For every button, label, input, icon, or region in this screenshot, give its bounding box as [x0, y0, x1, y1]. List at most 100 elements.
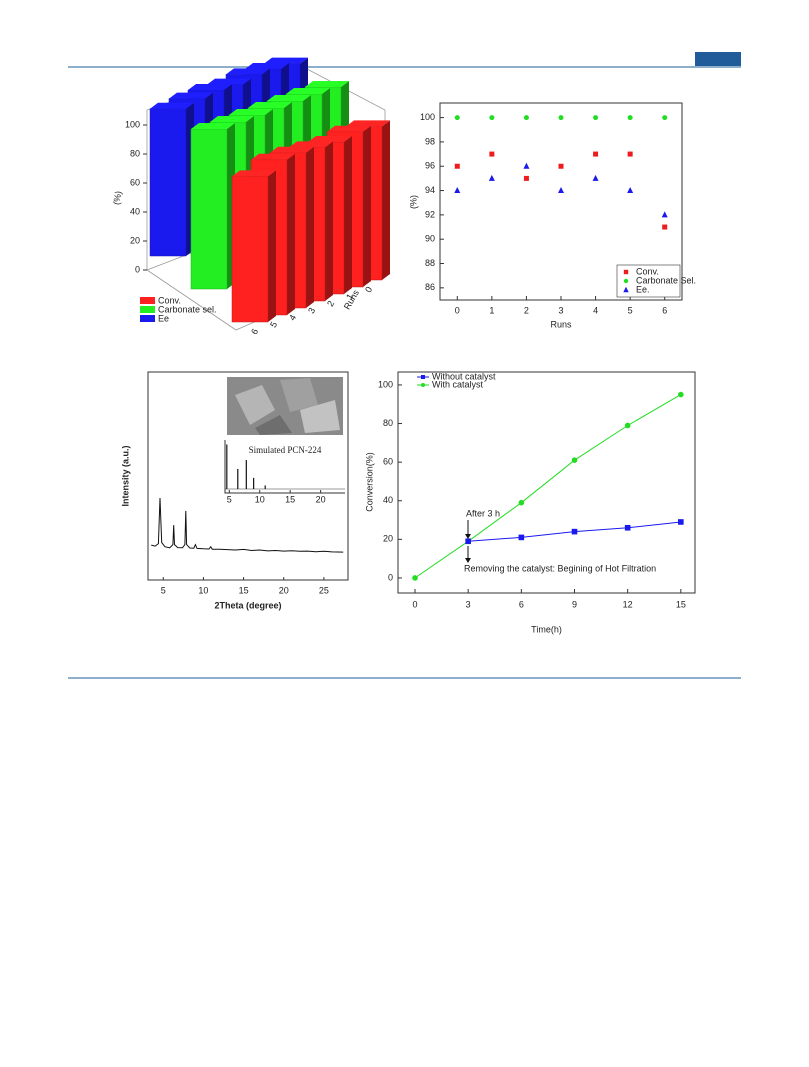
- marker: [623, 269, 629, 275]
- legend-swatch: [140, 297, 155, 304]
- marker: [421, 383, 425, 387]
- y-axis-label: (%): [408, 195, 418, 209]
- marker: [592, 174, 599, 181]
- x-tick-label: 10: [198, 585, 208, 595]
- bar-side: [306, 146, 314, 308]
- arrowhead: [465, 534, 471, 539]
- marker: [489, 151, 495, 157]
- bar-top: [229, 109, 273, 115]
- marker: [558, 187, 564, 194]
- legend-label: Carbonate Sel.: [636, 275, 696, 285]
- x-tick-label: 2: [325, 299, 336, 308]
- bar-top: [210, 116, 254, 122]
- marker: [465, 538, 471, 545]
- marker: [454, 187, 461, 194]
- legend-swatch: [140, 315, 155, 322]
- x-tick-label: 5: [268, 320, 279, 329]
- x-tick-label: 25: [319, 585, 329, 595]
- inset-title: Simulated PCN-224: [249, 445, 322, 455]
- legend-label: With catalyst: [432, 379, 484, 389]
- y-tick-label: 98: [425, 136, 435, 146]
- marker: [523, 162, 530, 169]
- bar-top: [188, 84, 232, 90]
- x-tick-label: 4: [593, 305, 598, 315]
- y-tick-label: 88: [425, 258, 435, 268]
- sem-image: [227, 377, 343, 435]
- x-tick-label: 1: [344, 292, 355, 301]
- bar-top: [286, 88, 330, 94]
- bar-side: [325, 141, 333, 301]
- bar-side: [287, 153, 295, 315]
- y-tick-label: 20: [383, 534, 393, 544]
- x-tick-label: 20: [279, 585, 289, 595]
- bar-top: [327, 125, 371, 132]
- conversion-frame: [397, 371, 696, 594]
- y-tick-label: 80: [130, 148, 140, 158]
- marker: [624, 524, 631, 531]
- x-tick-label: 1: [489, 305, 494, 315]
- y-tick-label: 92: [425, 209, 435, 219]
- y-tick-label: 100: [378, 379, 393, 389]
- header-tab: [695, 52, 741, 66]
- x-tick-label: 0: [413, 599, 418, 609]
- marker: [623, 286, 629, 293]
- inset-x-tick-label: 10: [255, 494, 265, 504]
- marker: [571, 457, 578, 464]
- bar-side: [268, 170, 276, 322]
- y-tick-label: 90: [425, 234, 435, 244]
- annotation: After 3 h: [466, 508, 500, 518]
- legend-label: Ee: [158, 313, 169, 323]
- bar-top: [305, 81, 349, 87]
- bar-front: [231, 176, 269, 323]
- y-tick-label: 60: [130, 177, 140, 187]
- legend-label: Conv.: [158, 295, 181, 305]
- marker: [593, 115, 599, 121]
- bar-top: [267, 95, 311, 101]
- bar-top: [264, 57, 308, 64]
- y-tick-label: 96: [425, 161, 435, 171]
- marker: [523, 115, 529, 121]
- xrd-line: [151, 497, 344, 553]
- legend-label: Without catalyst: [432, 371, 496, 381]
- x-tick-label: 6: [249, 327, 260, 336]
- marker: [518, 534, 525, 541]
- x-axis-label: 2Theta (degree): [214, 600, 281, 610]
- y-tick-label: 20: [130, 235, 140, 245]
- marker: [488, 174, 495, 181]
- marker: [624, 422, 631, 429]
- bar-top: [191, 123, 235, 129]
- legend-label: Carbonate sel.: [158, 304, 217, 314]
- marker: [454, 115, 460, 121]
- annotation: Removing the catalyst: Begining of Hot F…: [464, 563, 656, 573]
- y-tick-label: 0: [388, 572, 393, 582]
- x-tick-label: 3: [558, 305, 563, 315]
- bar-top: [270, 146, 314, 153]
- bar-front: [149, 108, 187, 257]
- bar-top: [207, 78, 251, 85]
- bar-top: [346, 120, 390, 127]
- x-tick-label: 3: [306, 306, 317, 315]
- bar-side: [363, 125, 371, 287]
- y-axis-label: (%): [111, 190, 123, 206]
- x-tick-label: 6: [662, 305, 667, 315]
- x-tick-label: 2: [524, 305, 529, 315]
- y-axis-label: Conversion(%): [364, 452, 374, 512]
- x-tick-label: 15: [239, 585, 249, 595]
- y-tick-label: 86: [425, 282, 435, 292]
- bar-top: [289, 141, 333, 148]
- inset-x-tick-label: 20: [316, 494, 326, 504]
- y-tick-label: 94: [425, 185, 435, 195]
- bar-top: [169, 92, 213, 99]
- x-tick-label: 0: [455, 305, 460, 315]
- arrowhead: [465, 558, 471, 563]
- bar-top: [251, 153, 295, 160]
- marker: [558, 163, 564, 169]
- marker: [454, 163, 460, 169]
- legend-label: Ee.: [636, 284, 650, 294]
- x-tick-label: 0: [363, 285, 374, 294]
- x-tick-label: 5: [628, 305, 633, 315]
- bar-top: [248, 102, 292, 108]
- marker: [627, 187, 634, 194]
- marker: [678, 391, 684, 398]
- x-tick-label: 5: [161, 585, 166, 595]
